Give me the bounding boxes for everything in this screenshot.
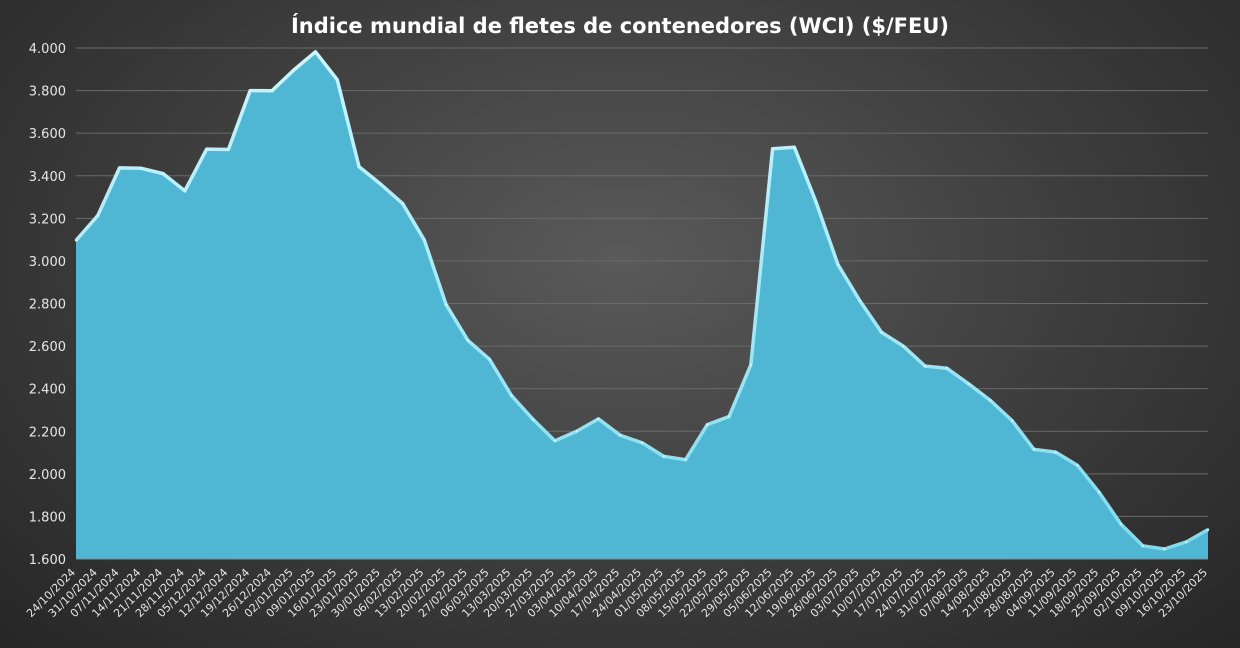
data-point [836,263,840,266]
data-point [1185,540,1188,544]
data-point [902,344,905,348]
data-point [945,367,948,370]
y-tick-label: 3.800 [29,85,66,100]
data-point [575,430,578,433]
data-point [967,382,970,385]
area-series [74,50,1210,560]
data-point [553,439,557,443]
data-point [1119,522,1123,526]
data-point [531,418,535,421]
data-point [1206,528,1210,531]
y-tick-label: 3.000 [29,255,66,270]
data-point [488,358,491,361]
data-point [118,166,121,170]
y-tick-label: 3.200 [29,212,66,227]
data-point [858,299,861,302]
data-point [1097,491,1101,494]
data-point [727,415,731,418]
y-tick-label: 2.000 [29,468,66,483]
data-point [619,434,622,437]
data-point [466,339,470,342]
y-tick-label: 3.600 [29,127,66,142]
data-point [96,214,99,217]
data-point [161,172,165,175]
chart-title: Índice mundial de fletes de contenedores… [290,14,950,38]
data-point [706,423,709,426]
data-point [597,417,600,421]
y-tick-label: 1.600 [29,553,66,568]
area-fill [76,51,1208,560]
data-point [1076,464,1079,467]
data-point [423,238,426,242]
data-point [771,147,774,150]
y-tick-label: 4.000 [29,42,66,57]
data-point [989,399,992,402]
y-tick-label: 1.800 [29,510,66,525]
data-point [749,363,753,367]
data-point [444,303,448,306]
data-point [401,202,404,205]
data-point [183,189,187,193]
y-tick-label: 2.400 [29,383,66,398]
y-tick-label: 3.400 [29,170,66,185]
data-point [140,167,143,170]
data-point [1054,450,1057,454]
data-point [227,148,230,151]
y-tick-label: 2.600 [29,340,66,355]
data-point [1163,547,1166,551]
y-axis: 1.600 1.800 2.000 2.200 2.400 2.600 2.800 3.000… [29,42,66,568]
data-point [684,458,687,461]
x-axis: 24/10/202431/10/202407/11/202414/11/2024… [24,558,1210,620]
data-point [292,68,295,72]
data-point [270,89,274,92]
data-point [640,441,644,444]
data-point [880,331,883,334]
y-tick-label: 2.200 [29,425,66,440]
data-point [662,455,665,458]
data-point [74,239,78,242]
data-point [205,147,208,151]
data-point [379,183,382,186]
data-point [814,201,818,204]
data-point [1141,544,1144,547]
data-point [336,78,339,81]
data-point [923,364,927,368]
data-point [248,89,252,92]
y-tick-label: 2.800 [29,298,66,313]
data-point [314,50,317,54]
data-point [793,146,796,149]
data-point [1010,419,1014,422]
data-point [1032,448,1036,451]
data-point [510,394,513,397]
data-point [357,165,361,168]
